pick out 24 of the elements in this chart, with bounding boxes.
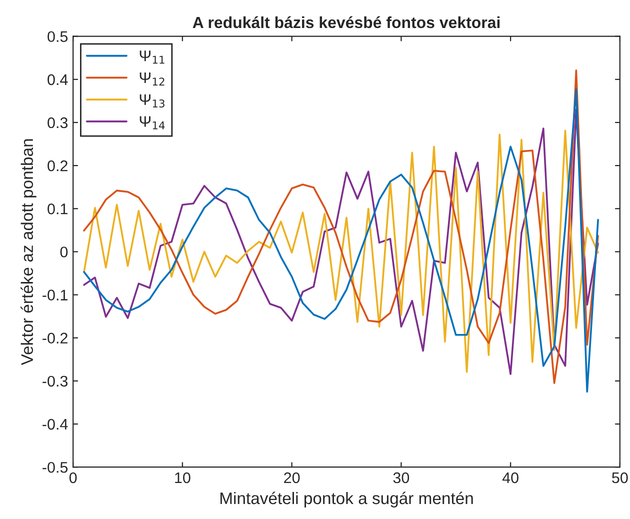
legend-label: Ψ$_{14}$ (140, 116, 165, 130)
y-tick-label: 0.1 (48, 204, 68, 214)
y-tick-label: -0.1 (42, 290, 68, 300)
y-tick-label: 0.2 (48, 160, 68, 172)
chart-title: A redukált bázis kevésbé fontos vektorai (192, 16, 500, 28)
x-tick-label: 10 (175, 472, 190, 484)
x-tick-label: 20 (284, 472, 300, 484)
y-tick-label: -0.2 (42, 332, 68, 344)
legend-label: Ψ$_{13}$ (140, 94, 164, 108)
x-tick-label: 0 (69, 472, 77, 484)
y-tick-label: 0 (60, 246, 68, 258)
y-tick-label: -0.3 (42, 376, 68, 387)
y-tick-label: -0.4 (42, 418, 68, 430)
y-tick-label: 0.4 (48, 74, 68, 86)
x-tick-label: 40 (502, 472, 518, 484)
y-tick-label: -0.5 (42, 462, 68, 473)
x-tick-label: 30 (393, 472, 410, 484)
y-tick-label: 0.3 (48, 117, 68, 128)
y-axis-title: Vektor értéke az adott pontban (20, 139, 36, 366)
x-tick-label: 50 (612, 472, 628, 484)
legend-label: Ψ$_{12}$ (140, 72, 164, 86)
x-axis-title: Mintavételi pontok a sugár mentén (220, 492, 473, 508)
y-tick-label: 0.5 (48, 31, 68, 42)
legend-label: Ψ$_{11}$ (140, 50, 164, 64)
